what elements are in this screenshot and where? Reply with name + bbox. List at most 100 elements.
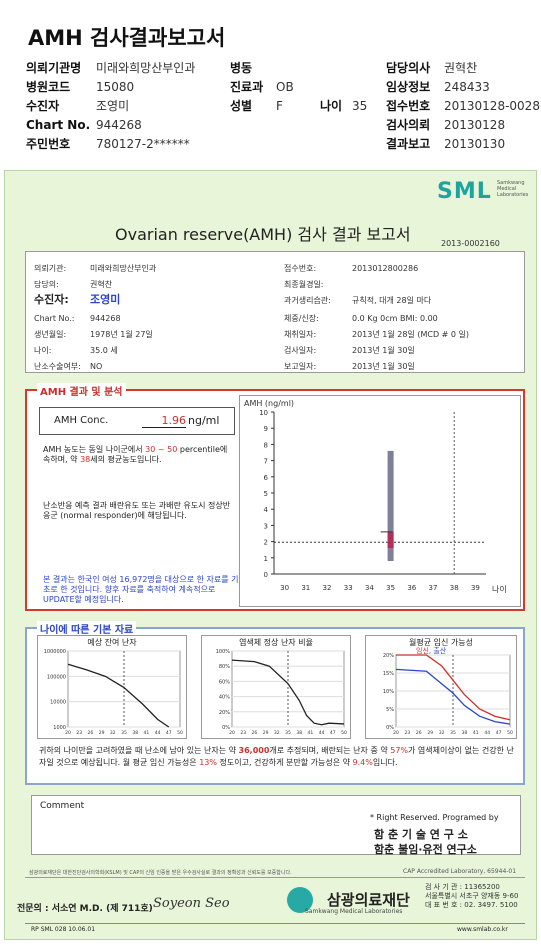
logo-text: SML (437, 179, 492, 204)
y-tick-label: 5% (386, 707, 394, 713)
y-tick-label: 40% (219, 695, 230, 701)
website-link[interactable]: www.smlab.co.kr (457, 926, 508, 933)
age-field: 나이 35 (320, 95, 367, 114)
text: 개로 추정되며, 배란되는 난자 중 약 (269, 746, 388, 755)
field-value: 248433 (444, 80, 490, 94)
field-label: 나이 (320, 99, 343, 113)
x-tick-label: 32 (110, 730, 116, 736)
legend: 임신, 출산 (416, 647, 447, 655)
x-tick-label: 31 (301, 584, 310, 592)
chart-title: 월평균 임신 가능성 (409, 638, 473, 647)
y-tick-label: 10% (383, 689, 394, 695)
field-value: F (276, 99, 283, 113)
x-axis-label: 나이 (492, 584, 507, 594)
info-label: 채취일자: (284, 330, 317, 339)
x-tick-label: 23 (76, 730, 82, 736)
x-tick-label: 35 (121, 730, 127, 736)
x-tick-label: 35 (450, 730, 456, 736)
mini-chart-1: 예상 잔여 난자 1000000 100000 10000 1000 20 23 26 29 3… (37, 635, 187, 739)
info-value: 미래와희망산부인과 (90, 264, 157, 273)
text: 입니다. (372, 758, 398, 767)
age-section-title: 나이에 따른 기본 자료 (37, 621, 137, 636)
mini-chart-3: 월평균 임신 가능성 임신, 출산 20% 15% 10% 5% 0% 20 23 26 29 3… (365, 635, 517, 739)
info-label: 접수번호: (284, 264, 317, 273)
x-tick-label: 39 (471, 584, 480, 592)
y-tick-label: 15% (383, 671, 394, 677)
y-tick-label: 1000000 (44, 649, 66, 655)
info-value: 규칙적, 대개 28일 마다 (352, 296, 432, 305)
text: 세의 평균농도입니다. (90, 455, 162, 464)
x-tick-label: 50 (341, 730, 347, 736)
amh-section-title: AMH 결과 및 분석 (37, 383, 126, 398)
field-value: 15080 (96, 80, 135, 94)
info-value: 권혁찬 (90, 280, 113, 289)
remaining-eggs: 36,000 (238, 746, 270, 755)
chart-title: 염색체 정상 난자 비율 (239, 638, 313, 647)
x-tick-label: 38 (462, 730, 468, 736)
info-value: 2013년 1월 30일 (352, 346, 415, 355)
field-label: Chart No. (26, 118, 91, 132)
field-value: 35 (352, 99, 368, 113)
value-mark (387, 531, 394, 549)
percentile-range: 30 ~ 50 (145, 445, 178, 454)
y-tick-label: 20% (219, 710, 230, 716)
x-tick-label: 47 (166, 730, 172, 736)
info-label: 검사일자: (284, 346, 317, 355)
y-tick-label: 60% (219, 679, 230, 685)
series-line (396, 654, 511, 721)
info-value: 조영미 (90, 293, 121, 306)
x-tick-label: 35 (285, 730, 291, 736)
x-tick-label: 50 (507, 730, 513, 736)
foundation-name: 삼광의료재단 (327, 891, 410, 909)
monthly-pregnancy-chart: 20% 15% 10% 5% 0%20 23 26 29 32 35 38 41 44 47 50 (383, 653, 513, 736)
field-label: 주민번호 (26, 137, 71, 151)
normal-egg-pct: 57% (390, 746, 409, 755)
foundation-subname: Samkwang Medical Laboratories (305, 908, 403, 915)
rights-text: * Right Reserved. Programed by (370, 813, 499, 822)
amh-conc-unit: ng/ml (188, 414, 220, 427)
x-tick-label: 26 (252, 730, 258, 736)
info-value: 2013년 1월 28일 (MCD # 0 일) (352, 330, 470, 339)
amh-paragraph-1: AMH 농도는 동일 나이군에서 30 ~ 50 percentile에 속하며… (43, 445, 233, 465)
y-tick-label: 1 (264, 555, 268, 563)
x-tick-label: 47 (496, 730, 502, 736)
info-left: 의뢰기관: 미래와희망산부인과 담당의: 권혁찬 수진자: 조영미 Chart No.… (34, 256, 274, 371)
amh-chart-panel: AMH (ng/ml) 0 1 2 3 4 5 6 7 8 9 10 30 31 32 33 34 35 36 37 3… (239, 395, 521, 607)
ward-field: 병동 (230, 57, 252, 76)
bottom-bar: RP SML 028 10.06.01 www.smlab.co.kr (25, 923, 525, 935)
x-tick-label: 26 (88, 730, 94, 736)
x-tick-label: 26 (416, 730, 422, 736)
field-label: 성별 (230, 99, 253, 113)
info-label: 과거생리습관: (284, 296, 331, 305)
amh-section: AMH 결과 및 분석 AMH Conc. 1.96 ng/ml AMH 농도는… (25, 383, 525, 611)
contact-info: 검 사 기 관 : 11365200 서울특별시 서초구 양재동 9-60 대 … (425, 883, 518, 910)
info-value: 2013년 1월 30일 (352, 362, 415, 371)
info-label: 체중/신장: (284, 314, 319, 323)
x-tick-label: 20 (229, 730, 235, 736)
info-value: 0.0 Kg 0cm BMI: 0.00 (352, 314, 438, 323)
field-value: 권혁찬 (444, 61, 478, 75)
y-tick-label: 7 (264, 458, 268, 466)
field-label: 검사의뢰 (386, 118, 431, 132)
cap-accreditation: CAP Accredited Laboratory, 65944-01 (403, 868, 517, 875)
x-tick-label: 47 (330, 730, 336, 736)
x-tick-label: 41 (473, 730, 479, 736)
info-label: 최종월경일: (284, 280, 324, 289)
x-tick-label: 29 (263, 730, 269, 736)
scanned-report: SML Samkwang Medical Laboratories Ovaria… (4, 170, 537, 940)
info-label: 보고일자: (284, 362, 317, 371)
info-label: 나이: (34, 346, 52, 355)
y-axis-label: AMH (ng/ml) (244, 399, 294, 408)
normal-egg-ratio-chart: 100% 80% 60% 40% 20% 0%20 23 26 29 32 35 38 41 44 47 50 (216, 649, 347, 736)
age-paragraph: 귀하의 나이만을 고려하였을 때 난소에 남아 있는 난자는 약 36,000개… (39, 745, 519, 769)
x-tick-label: 34 (365, 584, 374, 592)
x-tick-label: 50 (177, 730, 183, 736)
y-tick-label: 0% (386, 725, 394, 731)
info-value: NO (90, 362, 103, 371)
field-value: 미래와희망산부인과 (96, 61, 196, 75)
amh-conc-label: AMH Conc. (54, 415, 109, 426)
doc-number: 2013-0002160 (441, 239, 500, 248)
legend-birth: 출산 (433, 647, 447, 655)
y-tick-label: 1000 (53, 725, 66, 731)
